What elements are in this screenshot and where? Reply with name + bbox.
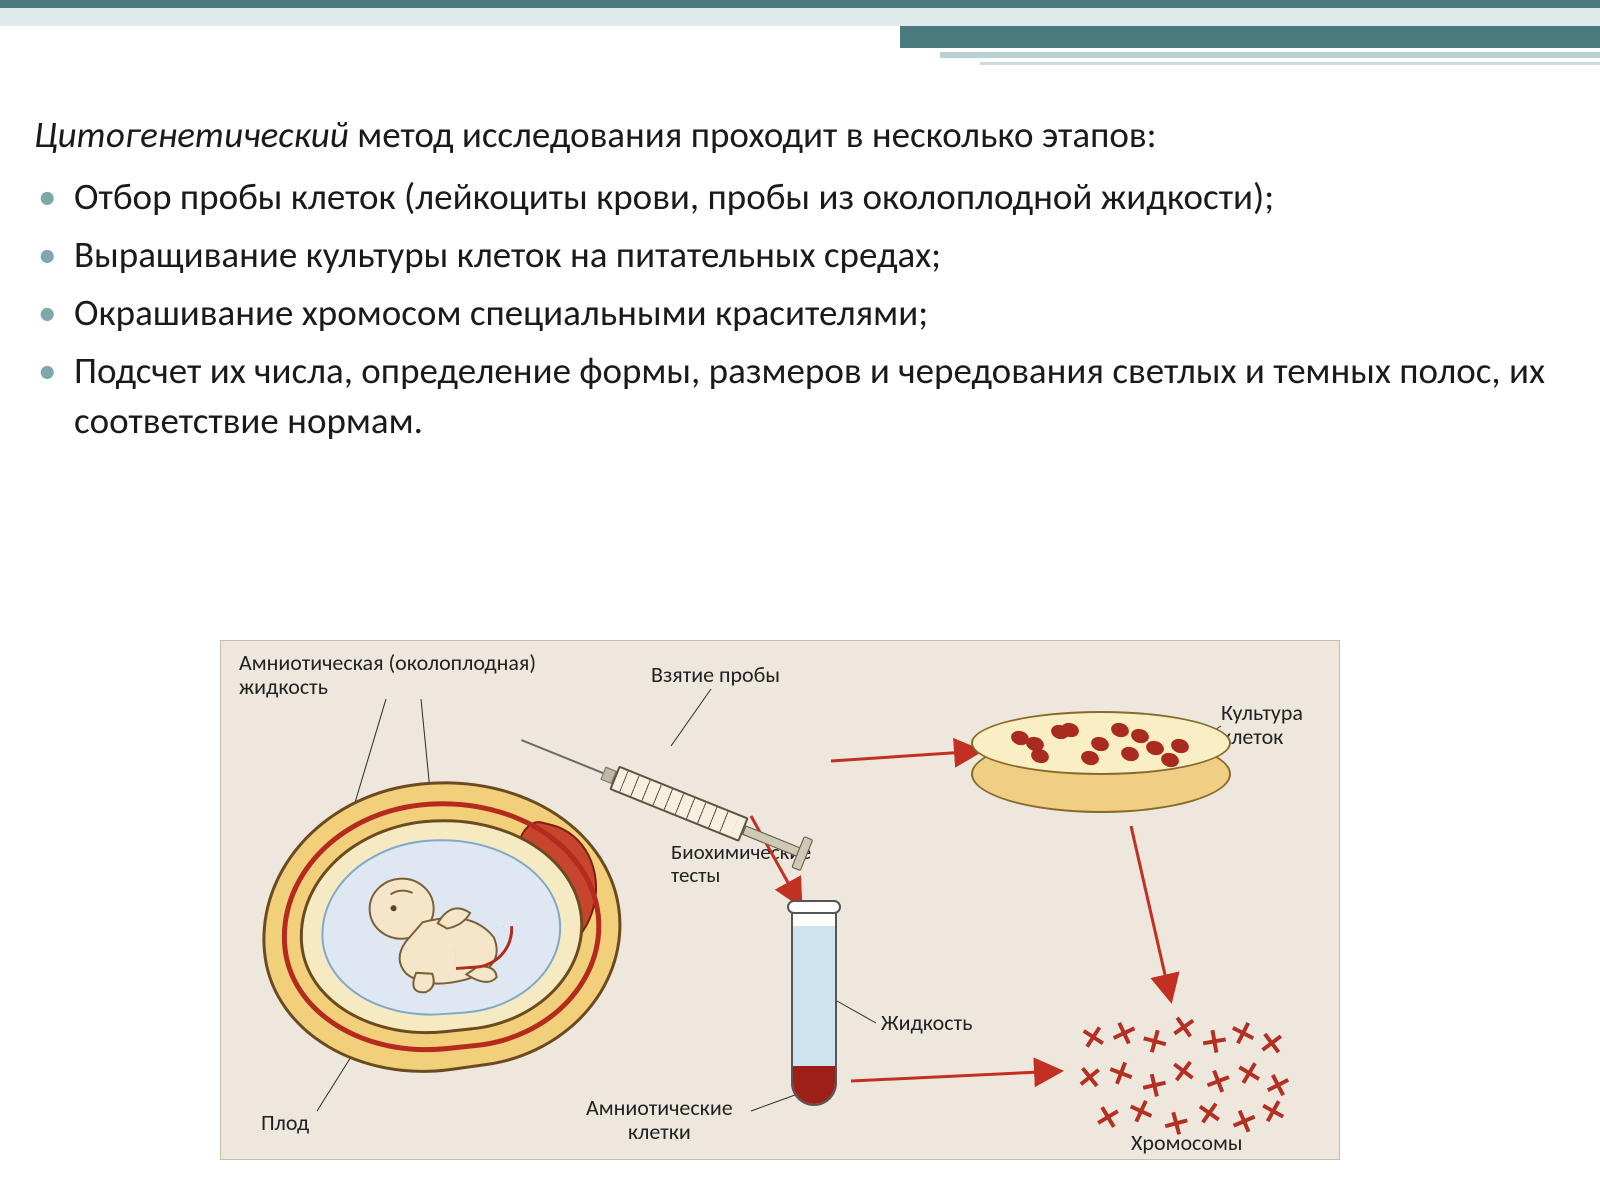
tube-liquid: [793, 926, 835, 1066]
chromosome: ✕: [1156, 1103, 1195, 1146]
fetus-icon: [339, 854, 548, 1008]
syringe-graduations: [619, 771, 739, 836]
bullet-list: Отбор пробы клеток (лейкоциты крови, про…: [34, 172, 1564, 446]
tube-rim: [787, 900, 841, 914]
bullet-item: Окрашивание хромосом специальными красит…: [34, 288, 1564, 338]
header-bar-shadow: [0, 8, 1600, 26]
petri-dish: [971, 711, 1231, 821]
bullet-item: Выращивание культуры клеток на питательн…: [34, 230, 1564, 280]
chromosome: ✕: [1075, 1060, 1104, 1097]
header-accent-thick: [900, 26, 1600, 48]
intro-em: Цитогенетический: [34, 112, 349, 157]
test-tube: [791, 906, 837, 1106]
header-accent-hair: [980, 62, 1600, 65]
chromosome: ✕: [1168, 1009, 1199, 1048]
chromosome: ✕: [1226, 1014, 1261, 1055]
syringe-needle: [521, 739, 605, 775]
chromosome: ✕: [1257, 1025, 1287, 1063]
header-bar-thick: [0, 0, 1600, 8]
header-accent-thin: [940, 52, 1600, 58]
chromosome: ✕: [1225, 1102, 1261, 1144]
chromosome: ✕: [1103, 1053, 1140, 1095]
chromosome: ✕: [1169, 1053, 1199, 1091]
chromosome: ✕: [1091, 1098, 1124, 1138]
bullet-item: Отбор пробы клеток (лейкоциты крови, про…: [34, 172, 1564, 222]
intro-line: Цитогенетический метод исследования прох…: [34, 110, 1564, 160]
slide: Цитогенетический метод исследования прох…: [0, 0, 1600, 1200]
syringe-plunger: [742, 825, 801, 857]
text-content: Цитогенетический метод исследования прох…: [34, 110, 1564, 454]
bullet-item: Подсчет их числа, определение формы, раз…: [34, 346, 1564, 446]
intro-rest: метод исследования проходит в несколько …: [349, 112, 1157, 157]
diagram: Амниотическая (околоплодная) жидкость Вз…: [220, 640, 1340, 1160]
chromosomes-icon: ✕✕✕✕✕✕✕✕✕✕✕✕✕✕✕✕✕✕✕✕: [1071, 1011, 1291, 1141]
chromosome: ✕: [1078, 1019, 1110, 1058]
